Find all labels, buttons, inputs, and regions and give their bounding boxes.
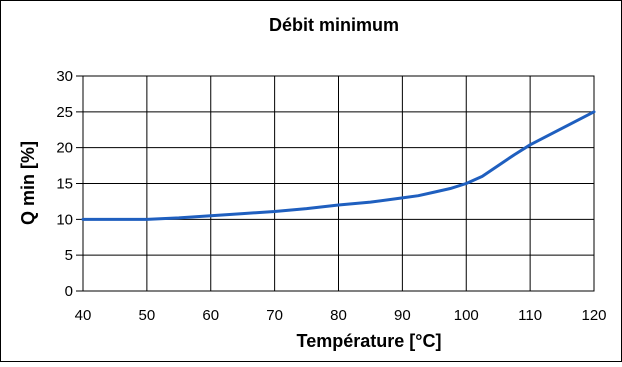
x-tick-label: 80 xyxy=(330,307,347,324)
x-tick-label: 60 xyxy=(202,307,219,324)
y-tick-label: 30 xyxy=(56,68,73,85)
x-tick-label: 50 xyxy=(139,307,156,324)
x-axis-label: Température [°C] xyxy=(297,331,442,351)
x-tick-label: 70 xyxy=(266,307,283,324)
y-axis-label: Q min [%] xyxy=(18,141,38,225)
series-line-0 xyxy=(81,110,596,221)
x-tick-label: 120 xyxy=(581,307,606,324)
y-tick-label: 25 xyxy=(56,104,73,121)
x-tick-label: 40 xyxy=(75,307,92,324)
y-ticks-layer: 0 5 10 15 20 25 30 xyxy=(56,68,73,300)
x-tick-label: 110 xyxy=(518,307,542,324)
y-tick-label: 10 xyxy=(56,211,73,228)
x-tick-label: 100 xyxy=(454,307,479,324)
plot-area-frame xyxy=(82,75,595,292)
plot-frame-layer xyxy=(82,75,595,292)
y-tick-label: 20 xyxy=(56,140,73,157)
y-tick-label: 5 xyxy=(65,247,73,264)
x-tick-label: 90 xyxy=(394,307,411,324)
x-ticks-layer: 40 50 60 70 80 90 100 110 120 xyxy=(75,307,607,324)
chart-title: Débit minimum xyxy=(269,15,399,35)
series-layer xyxy=(81,110,596,221)
y-tick-label: 15 xyxy=(56,176,73,193)
y-tick-label: 0 xyxy=(65,283,73,300)
